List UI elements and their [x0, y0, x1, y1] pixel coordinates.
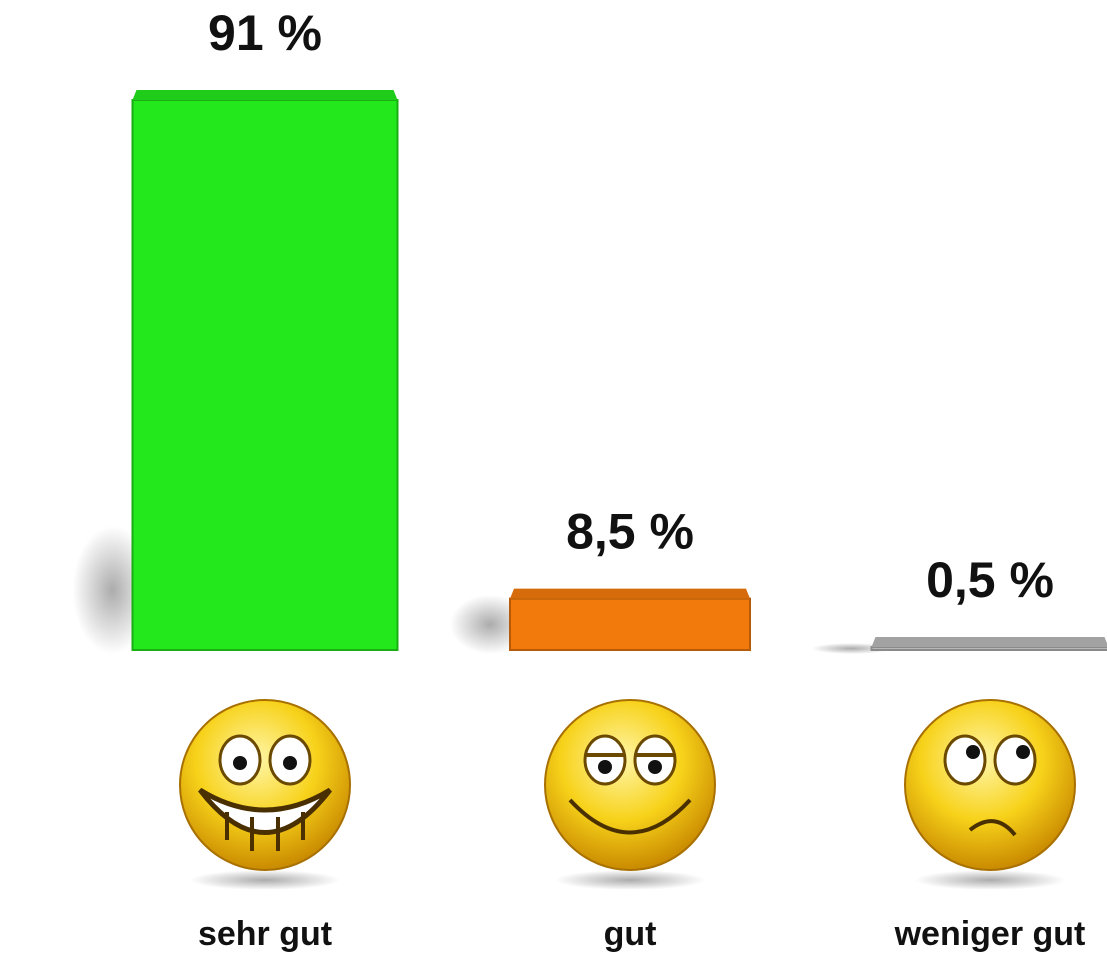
value-label: 91 %	[208, 5, 322, 61]
smiley-less-good	[905, 700, 1075, 890]
chart: 91 % sehr gut 8,5 % gut 0,5 % weniger gut	[0, 0, 1107, 954]
smiley-good	[545, 700, 715, 890]
bar-top	[872, 637, 1107, 647]
bar-top	[133, 90, 398, 100]
category-label: sehr gut	[198, 915, 332, 953]
value-label: 8,5 %	[566, 504, 694, 560]
value-label: 0,5 %	[926, 552, 1054, 608]
category-label: weniger gut	[894, 915, 1086, 953]
smiley-very-good	[180, 700, 350, 890]
bar	[872, 647, 1107, 650]
bar	[510, 599, 750, 650]
bar-top	[510, 589, 750, 599]
bar	[133, 100, 398, 650]
category-label: gut	[604, 915, 657, 953]
